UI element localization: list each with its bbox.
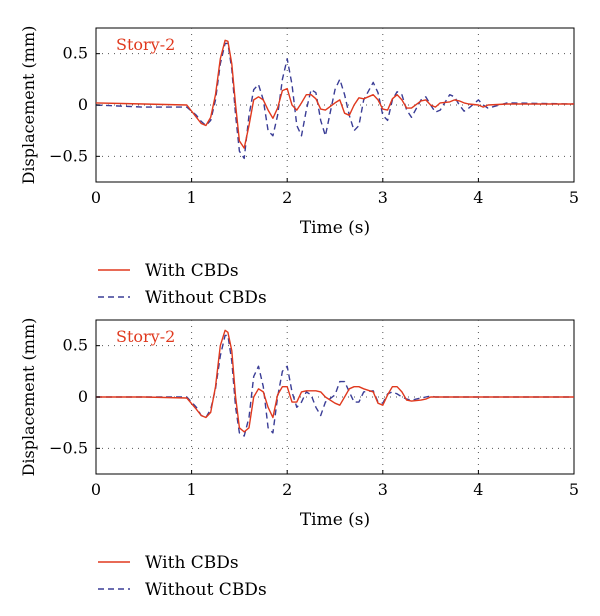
- x-tick-label: 0: [91, 188, 101, 207]
- without-cbds-line: [96, 334, 574, 437]
- y-tick-label: −0.5: [49, 146, 88, 165]
- story-annotation: Story-2: [116, 35, 175, 54]
- without-cbds-line: [95, 42, 575, 160]
- legend: With CBDs Without CBDs: [98, 261, 267, 308]
- with-cbds-line: [95, 39, 574, 149]
- x-tick-label: 2: [282, 188, 292, 207]
- x-tick-label: 1: [187, 188, 197, 207]
- x-axis-label: Time (s): [300, 218, 370, 238]
- x-tick-label: 5: [569, 188, 579, 207]
- tick-labels: 0 1 2 3 4 5 −0.5 0 0.5: [49, 44, 579, 207]
- story-annotation: Story-2: [116, 327, 175, 346]
- y-tick-label: −0.5: [49, 438, 88, 457]
- x-tick-label: 4: [473, 188, 483, 207]
- chart-panel-1: 0 1 2 3 4 5 −0.5 0 0.5 Story-2 Time (s) Displace…: [19, 26, 579, 308]
- x-tick-label: 3: [378, 480, 388, 499]
- series-group: [96, 329, 574, 437]
- x-tick-label: 5: [569, 480, 579, 499]
- tick-labels: 0 1 2 3 4 5 −0.5 0 0.5: [49, 336, 579, 499]
- y-axis-label: Displacement (mm): [19, 26, 38, 185]
- x-tick-label: 3: [378, 188, 388, 207]
- y-tick-label: 0.5: [63, 336, 88, 355]
- x-axis-label: Time (s): [300, 510, 370, 530]
- legend: With CBDs Without CBDs: [98, 553, 267, 600]
- legend-label-without: Without CBDs: [145, 288, 267, 308]
- chart-panel-2: 0 1 2 3 4 5 −0.5 0 0.5 Story-2 Time (s) Displace…: [19, 318, 579, 600]
- series-group: [95, 39, 575, 160]
- x-tick-label: 4: [473, 480, 483, 499]
- x-tick-label: 1: [187, 480, 197, 499]
- y-tick-label: 0: [78, 95, 88, 114]
- y-tick-label: 0.5: [63, 44, 88, 63]
- y-axis-label: Displacement (mm): [19, 318, 38, 477]
- legend-label-with: With CBDs: [145, 553, 239, 573]
- legend-label-with: With CBDs: [145, 261, 239, 281]
- x-tick-label: 2: [282, 480, 292, 499]
- with-cbds-line: [96, 329, 574, 433]
- y-tick-label: 0: [78, 387, 88, 406]
- legend-label-without: Without CBDs: [145, 580, 267, 600]
- x-tick-label: 0: [91, 480, 101, 499]
